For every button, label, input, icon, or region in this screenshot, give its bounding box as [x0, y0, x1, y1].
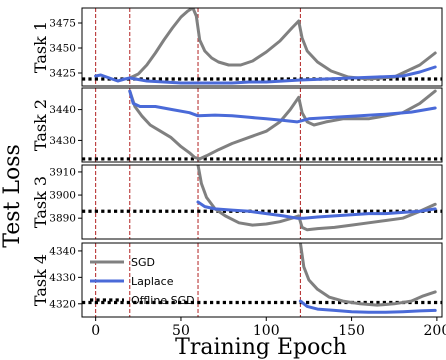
y-tick-label: 3430 [49, 135, 76, 147]
x-tick-label: 50 [172, 323, 190, 339]
sgd-series-line [128, 89, 437, 161]
x-axis: 0 50 100 150 200 [91, 317, 446, 339]
panel-label: Task 1 [31, 21, 50, 73]
laplace-series-line [298, 299, 437, 314]
sgd-series-line [128, 8, 437, 81]
legend-label: Offline SGD [131, 294, 195, 307]
panel-label: Task 4 [31, 254, 50, 306]
x-tick-label: 0 [91, 323, 100, 339]
panel-frame [81, 87, 443, 163]
y-tick-label: 3450 [49, 43, 76, 55]
panel-frame [81, 164, 443, 240]
panel-frame [81, 242, 443, 318]
y-tick-label: 3910 [49, 166, 76, 178]
x-tick-label: 200 [424, 323, 446, 339]
y-tick-label: 4320 [49, 298, 76, 310]
panel-label: Task 2 [31, 99, 50, 151]
laplace-series-line [94, 65, 437, 85]
y-tick-label: 3890 [49, 213, 76, 225]
laplace-series-line [196, 200, 437, 220]
y-tick-label: 4330 [49, 272, 76, 284]
x-tick-label: 150 [338, 323, 365, 339]
y-tick-label: 4340 [49, 245, 76, 257]
sgd-series-line [298, 243, 437, 307]
x-tick-label: 100 [253, 323, 280, 339]
y-tick-label: 3440 [49, 104, 76, 116]
legend-label: Laplace [131, 275, 174, 288]
y-tick-label: 3425 [49, 68, 76, 80]
sgd-series-line [196, 165, 437, 232]
laplace-series-line [128, 89, 437, 124]
y-tick-label: 3475 [49, 18, 76, 30]
legend: SGD Laplace Offline SGD [90, 256, 195, 307]
y-axis-label: Test Loss [0, 144, 25, 248]
panel-label: Task 3 [31, 176, 50, 228]
panel-frame [81, 7, 443, 87]
legend-label: SGD [131, 256, 155, 269]
x-axis-label: Training Epoch [175, 335, 347, 360]
y-tick-label: 3900 [49, 190, 76, 202]
